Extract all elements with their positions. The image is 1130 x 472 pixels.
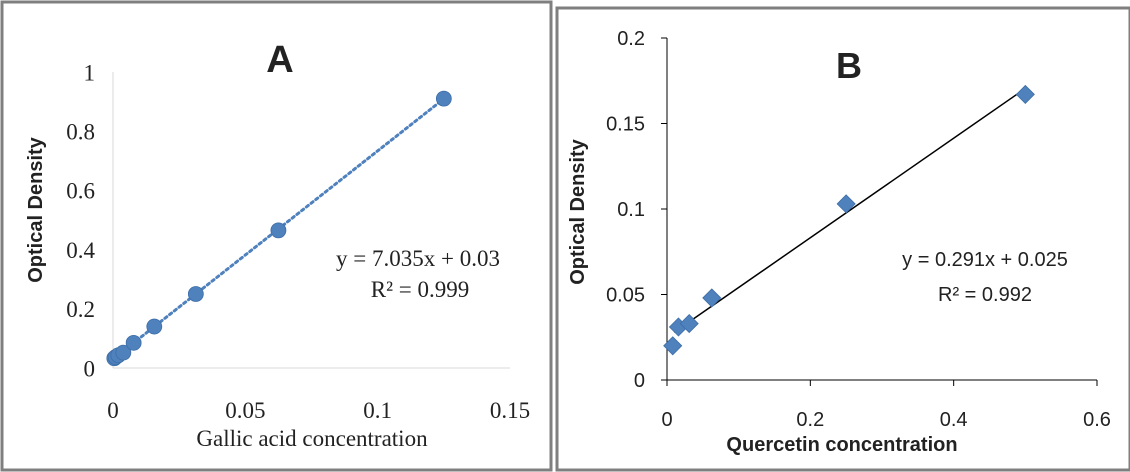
data-point-a: [270, 222, 287, 239]
y-tick-label-b: 0.1: [617, 199, 645, 221]
panel-label-a: A: [266, 39, 293, 81]
data-point-b: [836, 194, 856, 214]
x-tick-label-a: 0.1: [363, 398, 392, 423]
y-tick-label-a: 0.2: [66, 297, 95, 322]
chart-panel-b: 0 0.05 0.1 0.15 0.2 0 0.2 0.4 0.6 B y = 0.291x …: [567, 28, 1111, 456]
y-tick-label-a: 0: [84, 356, 96, 381]
y-axis-label-a: Optical Density: [25, 136, 47, 282]
data-points-a: [106, 90, 452, 367]
data-point-b: [702, 288, 722, 308]
data-point-b: [663, 336, 683, 356]
y-tick-label-b: 0.2: [617, 28, 645, 50]
trendline-b: [673, 87, 1026, 333]
x-tick-label-b: 0: [661, 409, 672, 431]
y-tick-label-a: 0.4: [66, 238, 95, 263]
x-tick-label-b: 0.2: [796, 409, 824, 431]
y-tick-label-a: 0.6: [66, 179, 95, 204]
data-points-b: [663, 84, 1035, 356]
x-tick-label-a: 0.15: [490, 398, 530, 423]
chart-panel-a: 0 0.2 0.4 0.6 0.8 1 0 0.05 0.1 0.15 A y = 7.035x…: [25, 39, 530, 451]
x-tick-labels-a: 0 0.05 0.1 0.15: [107, 398, 530, 423]
y-tick-labels-a: 0 0.2 0.4 0.6 0.8 1: [66, 60, 95, 381]
y-tick-label-a: 1: [84, 60, 96, 85]
r-squared-a: R² = 0.999: [371, 277, 469, 302]
equation-b: y = 0.291x + 0.025: [902, 249, 1068, 271]
panel-b-frame: [555, 6, 1130, 472]
x-tick-label-a: 0.05: [225, 398, 265, 423]
data-point-a: [187, 286, 204, 302]
data-point-a: [435, 90, 452, 107]
x-tick-label-b: 0.6: [1083, 409, 1111, 431]
y-tick-label-a: 0.8: [66, 119, 95, 144]
y-tick-label-b: 0.15: [606, 114, 645, 136]
equation-a: y = 7.035x + 0.03: [336, 246, 500, 271]
x-tick-label-b: 0.4: [940, 409, 968, 431]
x-axis-label-a: Gallic acid concentration: [196, 426, 428, 451]
y-axis-label-b: Optical Density: [567, 138, 589, 284]
r-squared-b: R² = 0.992: [938, 284, 1032, 306]
y-tick-labels-b: 0 0.05 0.1 0.15 0.2: [606, 28, 645, 392]
data-point-a: [115, 344, 132, 361]
x-axis-label-b: Quercetin concentration: [726, 434, 957, 456]
tick-marks-b: [661, 37, 1098, 386]
data-point-b: [1015, 84, 1035, 104]
x-tick-label-a: 0: [107, 398, 119, 423]
data-point-b: [679, 314, 699, 334]
panel-label-b: B: [836, 45, 862, 86]
data-point-a: [146, 318, 163, 335]
x-tick-labels-b: 0 0.2 0.4 0.6: [661, 409, 1110, 431]
data-point-a: [125, 334, 142, 351]
y-tick-label-b: 0.05: [606, 285, 645, 307]
y-tick-label-b: 0: [634, 370, 645, 392]
